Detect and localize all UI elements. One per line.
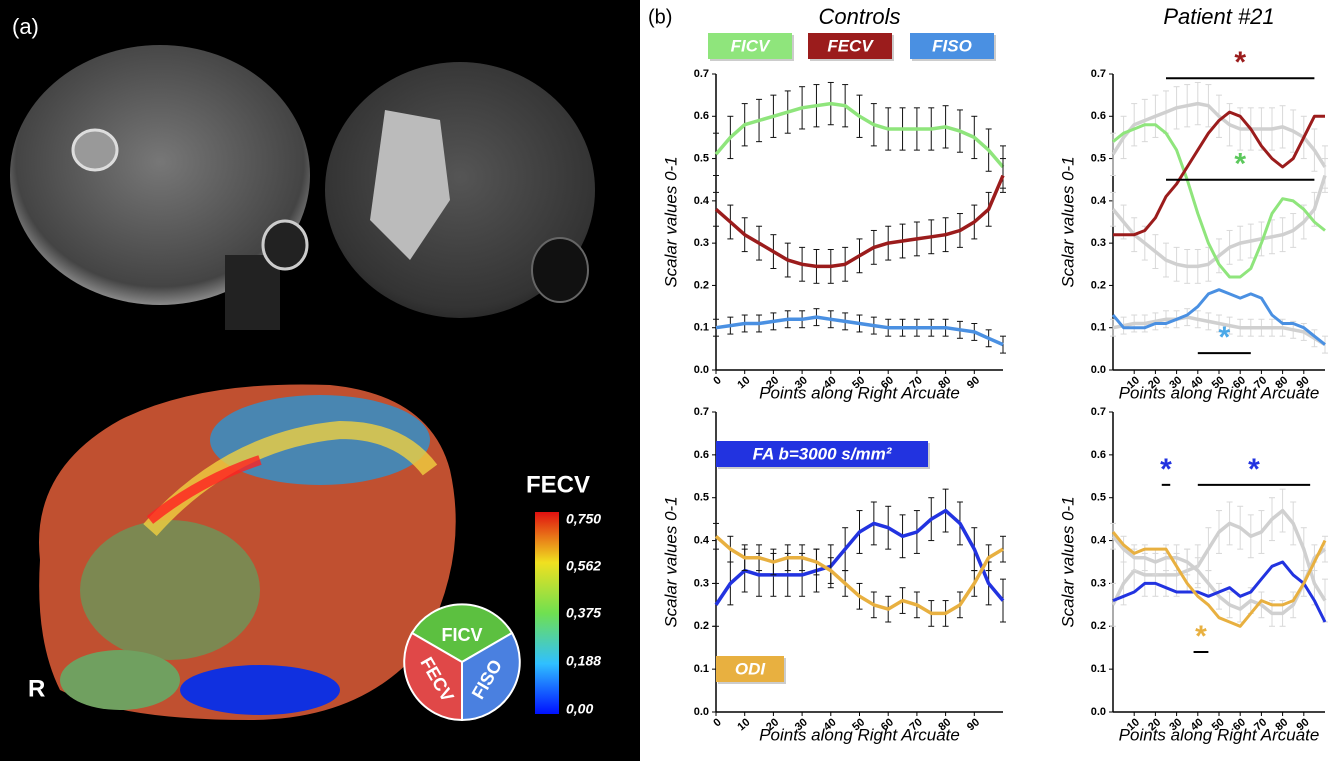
y-tick-label: 0.0 xyxy=(1091,364,1106,376)
y-tick-label: 0.4 xyxy=(694,534,710,546)
colorbar-label: 0,188 xyxy=(566,653,601,669)
y-tick-label: 0.1 xyxy=(694,322,709,334)
colorbar-title: FECV xyxy=(526,471,590,498)
y-axis-label: Scalar values 0-1 xyxy=(661,496,680,627)
y-tick-label: 0.5 xyxy=(694,152,709,164)
y-tick-label: 0.3 xyxy=(694,237,709,249)
y-tick-label: 0.2 xyxy=(1091,620,1106,632)
y-tick-label: 0.4 xyxy=(1091,195,1107,207)
significance-star: * xyxy=(1248,453,1260,486)
y-tick-label: 0.7 xyxy=(694,406,709,418)
y-tick-label: 0.6 xyxy=(1091,449,1106,461)
significance-star: * xyxy=(1234,148,1246,181)
x-tick-label: 90 xyxy=(965,374,982,391)
chart-title: Patient #21 xyxy=(1163,4,1274,29)
legend-label: FICV xyxy=(731,36,771,55)
colorbar xyxy=(535,512,559,714)
page: (a) FECV 0,750 0,562 0,375 0,188 0,00 R … xyxy=(0,0,1333,766)
significance-star: * xyxy=(1160,453,1172,486)
y-tick-label: 0.4 xyxy=(694,195,710,207)
y-axis-label: Scalar values 0-1 xyxy=(661,156,680,287)
y-tick-label: 0.2 xyxy=(694,620,709,632)
y-tick-label: 0.7 xyxy=(1091,406,1106,418)
y-tick-label: 0.1 xyxy=(1091,322,1106,334)
y-tick-label: 0.5 xyxy=(1091,152,1106,164)
figure: (a) FECV 0,750 0,562 0,375 0,188 0,00 R … xyxy=(0,0,1333,761)
x-tick-label: 10 xyxy=(735,374,752,391)
colorbar-label: 0,750 xyxy=(566,511,601,527)
compartment-pie: FICV FECV FISO xyxy=(404,604,520,720)
colorbar-label: 0,375 xyxy=(566,605,601,621)
y-tick-label: 0.2 xyxy=(694,279,709,291)
legend-label: FA b=3000 s/mm² xyxy=(753,444,893,463)
y-tick-label: 0.3 xyxy=(694,577,709,589)
significance-star: * xyxy=(1234,46,1246,79)
chart-title: Controls xyxy=(819,4,901,29)
y-axis-label: Scalar values 0-1 xyxy=(1058,496,1077,627)
y-tick-label: 0.7 xyxy=(1091,68,1106,80)
mri-flair xyxy=(325,62,595,318)
y-tick-label: 0.0 xyxy=(1091,706,1106,718)
x-tick-label: 0 xyxy=(711,716,723,729)
y-tick-label: 0.6 xyxy=(694,110,709,122)
y-tick-label: 0.1 xyxy=(694,663,709,675)
x-tick-label: 90 xyxy=(965,716,982,733)
y-tick-label: 0.4 xyxy=(1091,534,1107,546)
panel-label: (a) xyxy=(12,14,39,39)
x-tick-label: 0 xyxy=(711,374,723,387)
x-tick-label: 10 xyxy=(735,716,752,733)
y-axis-label: Scalar values 0-1 xyxy=(1058,156,1077,287)
y-tick-label: 0.1 xyxy=(1091,663,1106,675)
y-tick-label: 0.5 xyxy=(1091,492,1106,504)
y-tick-label: 0.0 xyxy=(694,364,709,376)
legend-label: FECV xyxy=(827,36,874,55)
y-tick-label: 0.6 xyxy=(1091,110,1106,122)
panel-label: (b) xyxy=(648,6,672,28)
colorbar-label: 0,00 xyxy=(566,701,593,717)
y-tick-label: 0.5 xyxy=(694,492,709,504)
y-tick-label: 0.7 xyxy=(694,68,709,80)
y-tick-label: 0.3 xyxy=(1091,237,1106,249)
y-tick-label: 0.0 xyxy=(694,706,709,718)
pie-label: FICV xyxy=(441,625,482,645)
y-tick-label: 0.3 xyxy=(1091,577,1106,589)
colorbar-label: 0,562 xyxy=(566,558,601,574)
legend-label: ODI xyxy=(735,659,767,678)
significance-star: * xyxy=(1195,620,1207,653)
fecv-map xyxy=(39,384,456,720)
significance-star: * xyxy=(1218,321,1230,354)
y-tick-label: 0.2 xyxy=(1091,279,1106,291)
legend-label: FISO xyxy=(932,36,972,55)
orientation-label: R xyxy=(28,675,45,702)
y-tick-label: 0.6 xyxy=(694,449,709,461)
